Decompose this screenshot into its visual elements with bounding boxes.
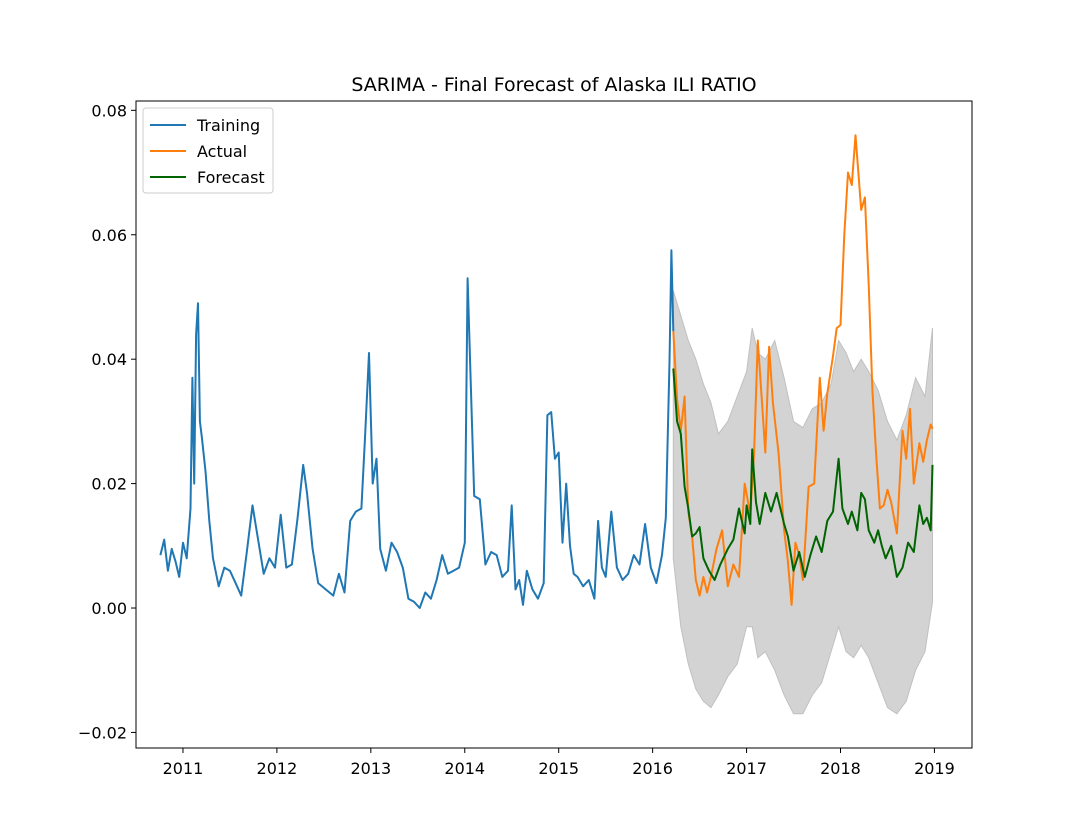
x-tick-label: 2014	[444, 759, 485, 778]
series-line-actual	[672, 134, 934, 606]
y-tick-label: 0.04	[91, 350, 127, 369]
series-line-forecast	[672, 368, 934, 581]
x-tick-label: 2015	[538, 759, 579, 778]
confidence-band	[672, 290, 933, 715]
plot-area-frame	[135, 100, 973, 749]
y-tick-label: −0.02	[78, 723, 127, 742]
x-tick-label: 2019	[914, 759, 955, 778]
y-tick-label: 0.00	[91, 599, 127, 618]
x-tick-label: 2016	[632, 759, 673, 778]
x-tick-label: 2011	[163, 759, 204, 778]
legend-label-forecast: Forecast	[197, 168, 265, 187]
axis-layer: 2011 2012 2013 2014 2015 2016 2017 2018 2019 −0.0…	[78, 101, 955, 778]
confidence-band-layer	[672, 290, 933, 715]
y-tick-label: 0.08	[91, 101, 127, 120]
x-tick-label: 2012	[257, 759, 298, 778]
series-line-training	[159, 249, 675, 609]
legend-box	[142, 107, 274, 194]
series-layer	[159, 134, 934, 609]
legend: Training Actual Forecast	[142, 107, 274, 194]
y-tick-label: 0.06	[91, 226, 127, 245]
legend-label-training: Training	[196, 116, 260, 135]
chart-title: SARIMA - Final Forecast of Alaska ILI RA…	[351, 74, 756, 96]
legend-label-actual: Actual	[197, 142, 247, 161]
x-tick-label: 2018	[820, 759, 861, 778]
x-tick-label: 2013	[350, 759, 391, 778]
x-tick-label: 2017	[726, 759, 767, 778]
y-tick-label: 0.02	[91, 475, 127, 494]
